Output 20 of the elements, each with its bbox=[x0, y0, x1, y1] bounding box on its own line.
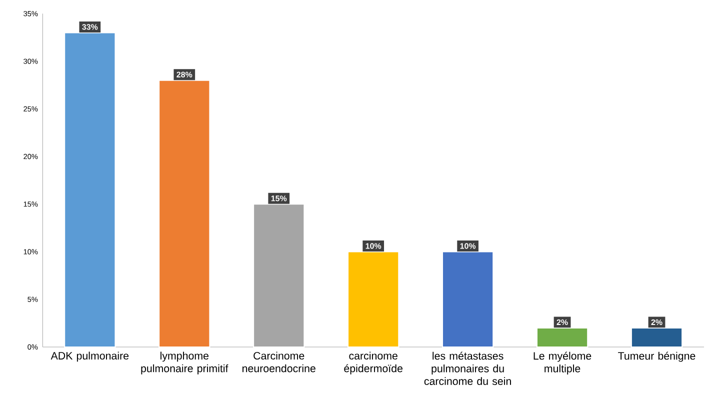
bar bbox=[536, 327, 588, 348]
x-tick-label: ADK pulmonaire bbox=[50, 352, 129, 362]
data-label: 15% bbox=[271, 196, 287, 202]
data-label: 2% bbox=[651, 319, 662, 326]
x-tick-label: Le myélome multiple bbox=[534, 352, 592, 374]
x-tick-label: carcinome épidermoïde bbox=[344, 352, 402, 374]
data-label: 2% bbox=[556, 319, 568, 326]
bar bbox=[442, 251, 494, 348]
data-label: 33% bbox=[82, 24, 98, 30]
data-label: 10% bbox=[366, 243, 382, 249]
bar bbox=[630, 327, 683, 348]
x-tick-label: Tumeur bénigne bbox=[618, 352, 696, 362]
bar bbox=[64, 32, 116, 348]
x-tick-label: lymphome pulmonaire primitif bbox=[141, 352, 228, 374]
x-tick-label: les métastases pulmonaires du carcinome du sein bbox=[424, 352, 511, 386]
bar bbox=[158, 80, 210, 348]
bar bbox=[347, 251, 400, 348]
x-tick-label: Carcinome neuroendocrine bbox=[242, 352, 316, 372]
data-label: 10% bbox=[460, 243, 476, 249]
data-label: 28% bbox=[176, 72, 192, 78]
